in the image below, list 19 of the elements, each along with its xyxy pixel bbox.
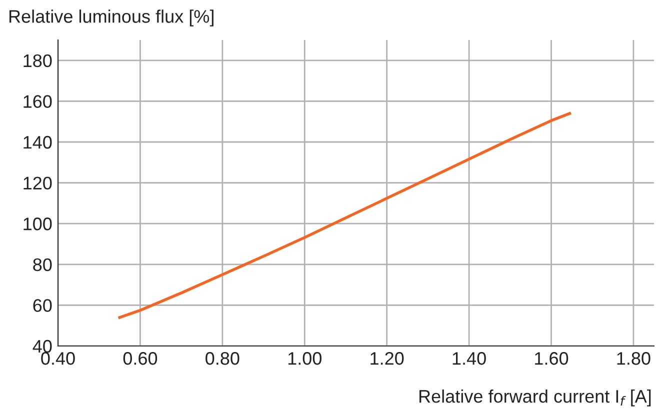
y-tick-label: 60 (33, 299, 52, 312)
x-tick-label: 0.40 (41, 352, 75, 365)
x-tick-label: 0.80 (206, 352, 240, 365)
x-tick-label: 0.60 (123, 352, 158, 365)
x-tick-label: 1.80 (617, 352, 650, 365)
y-tick-label: 140 (24, 136, 52, 149)
y-tick-label: 80 (33, 258, 52, 272)
y-tick-label: 180 (24, 54, 52, 68)
x-tick-label: 1.40 (452, 352, 486, 365)
y-tick-label: 40 (32, 340, 52, 353)
x-tick-label: 1.00 (288, 352, 322, 365)
y-axis-title: Relative luminous flux [%] (9, 10, 214, 26)
y-tick-label: 120 (24, 176, 52, 190)
line-series (118, 112, 572, 319)
y-tick-label: 100 (24, 218, 52, 230)
x-axis-title: Relative forward current I$_{f}$ [A] (419, 390, 651, 406)
y-tick-label: 160 (24, 95, 52, 108)
x-tick-label: 1.20 (370, 352, 404, 365)
x-tick-label: 1.60 (535, 352, 568, 365)
